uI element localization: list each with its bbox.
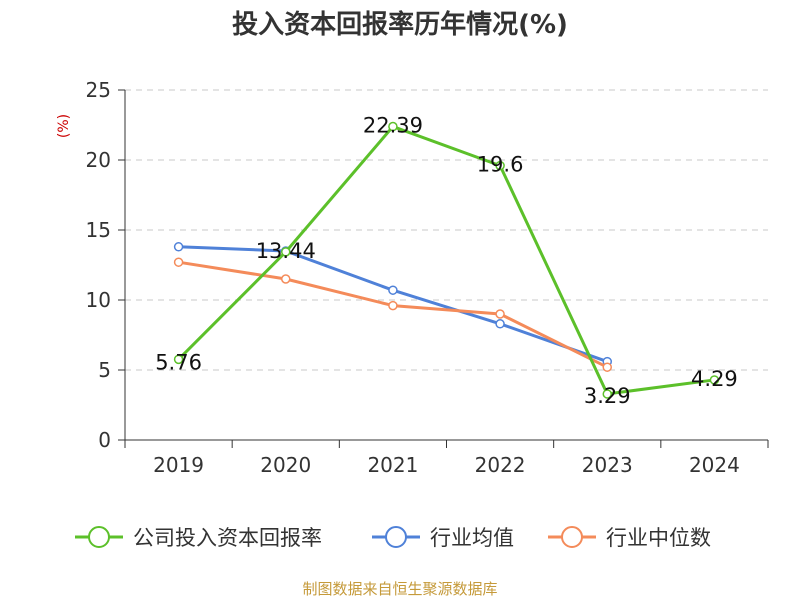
- y-axis-label: (%): [56, 114, 72, 138]
- data-point: [495, 309, 505, 319]
- data-point: [495, 319, 505, 329]
- series-layer: [173, 121, 720, 399]
- legend-marker: [88, 526, 110, 548]
- legend-label: 行业均值: [430, 526, 514, 550]
- data-point: [281, 247, 291, 257]
- x-tick-label: 2024: [689, 453, 740, 477]
- data-point: [388, 285, 398, 295]
- data-point: [388, 121, 398, 132]
- data-point: [281, 274, 291, 284]
- chart-title: 投入资本回报率历年情况(%): [232, 10, 568, 40]
- data-point: [173, 242, 184, 252]
- y-tick-label: 15: [86, 218, 111, 242]
- y-tick-label: 10: [86, 288, 111, 312]
- legend: 公司投入资本回报率 行业均值 行业中位数: [75, 526, 711, 550]
- data-label: 3.29: [584, 384, 631, 408]
- x-tick-label: 2019: [153, 453, 204, 477]
- data-label: 19.6: [477, 153, 524, 177]
- axes-layer: 0 5 10 15 20 25 2019 2020 2021 2022 2023 2024: [86, 78, 769, 477]
- y-tick-label: 5: [98, 358, 111, 382]
- source-note: 制图数据来自恒生聚源数据库: [302, 580, 498, 598]
- series-line: [178, 260, 608, 369]
- x-tick-label: 2023: [582, 453, 633, 477]
- data-point: [602, 389, 612, 399]
- data-label: 13.44: [256, 239, 316, 263]
- legend-marker: [561, 526, 583, 548]
- data-point: [602, 362, 612, 372]
- data-label: 4.29: [691, 367, 738, 391]
- data-label: 22.39: [363, 114, 423, 138]
- x-tick-label: 2022: [475, 453, 526, 477]
- data-labels-layer: 5.76 13.44 22.39 19.6 3.29 4.29: [155, 114, 738, 408]
- data-point: [173, 257, 184, 267]
- legend-label: 行业中位数: [606, 526, 711, 550]
- x-tick-label: 2021: [367, 453, 418, 477]
- series-line: [177, 125, 715, 396]
- data-label: 5.76: [155, 350, 202, 374]
- y-tick-label: 0: [98, 428, 111, 452]
- data-point: [495, 160, 505, 171]
- data-point: [709, 375, 720, 385]
- legend-label: 公司投入资本回报率: [133, 526, 322, 550]
- y-tick-label: 25: [86, 78, 111, 102]
- data-point: [388, 300, 398, 311]
- grid-layer: [125, 89, 768, 371]
- data-point: [173, 354, 184, 365]
- y-tick-label: 20: [86, 148, 111, 172]
- legend-marker: [385, 526, 407, 548]
- x-tick-label: 2020: [260, 453, 311, 477]
